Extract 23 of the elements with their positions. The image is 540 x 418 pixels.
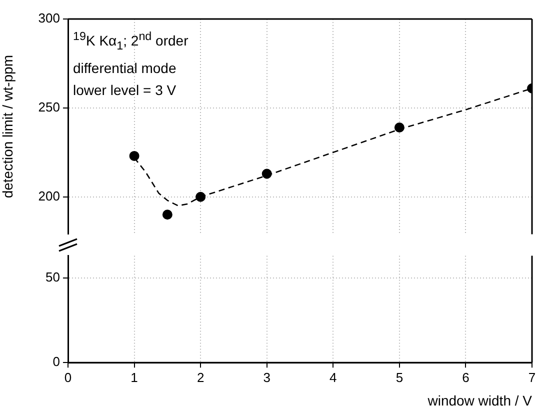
x-tick-label: 5 bbox=[396, 370, 404, 385]
annotation: lower level = 3 V bbox=[73, 81, 178, 100]
point bbox=[162, 210, 172, 220]
x-tick-label: 0 bbox=[64, 370, 72, 385]
x-tick-label: 6 bbox=[462, 370, 470, 385]
y-tick-label: 300 bbox=[38, 10, 60, 26]
point bbox=[196, 192, 206, 202]
y-tick-label: 250 bbox=[38, 100, 60, 115]
y-tick-label: 50 bbox=[46, 269, 60, 284]
x-tick-label: 2 bbox=[196, 370, 204, 385]
x-tick-label: 7 bbox=[528, 370, 536, 385]
point bbox=[129, 150, 140, 161]
y-tick-label: 0 bbox=[52, 354, 60, 370]
x-axis-title: window width / V bbox=[426, 392, 533, 408]
x-tick-label: 1 bbox=[130, 370, 138, 385]
annotation: $^{19}$K Kα$_{1}$; 2$^{nd}$ order bbox=[73, 29, 188, 54]
x-tick-label: 3 bbox=[263, 370, 270, 385]
annotation: differential mode bbox=[73, 59, 178, 78]
y-axis-title: detection limit / wt-ppm bbox=[0, 55, 16, 198]
point bbox=[394, 122, 404, 132]
x-tick-label: 4 bbox=[330, 370, 337, 385]
y-tick-label: 200 bbox=[38, 188, 60, 204]
point bbox=[262, 168, 272, 179]
